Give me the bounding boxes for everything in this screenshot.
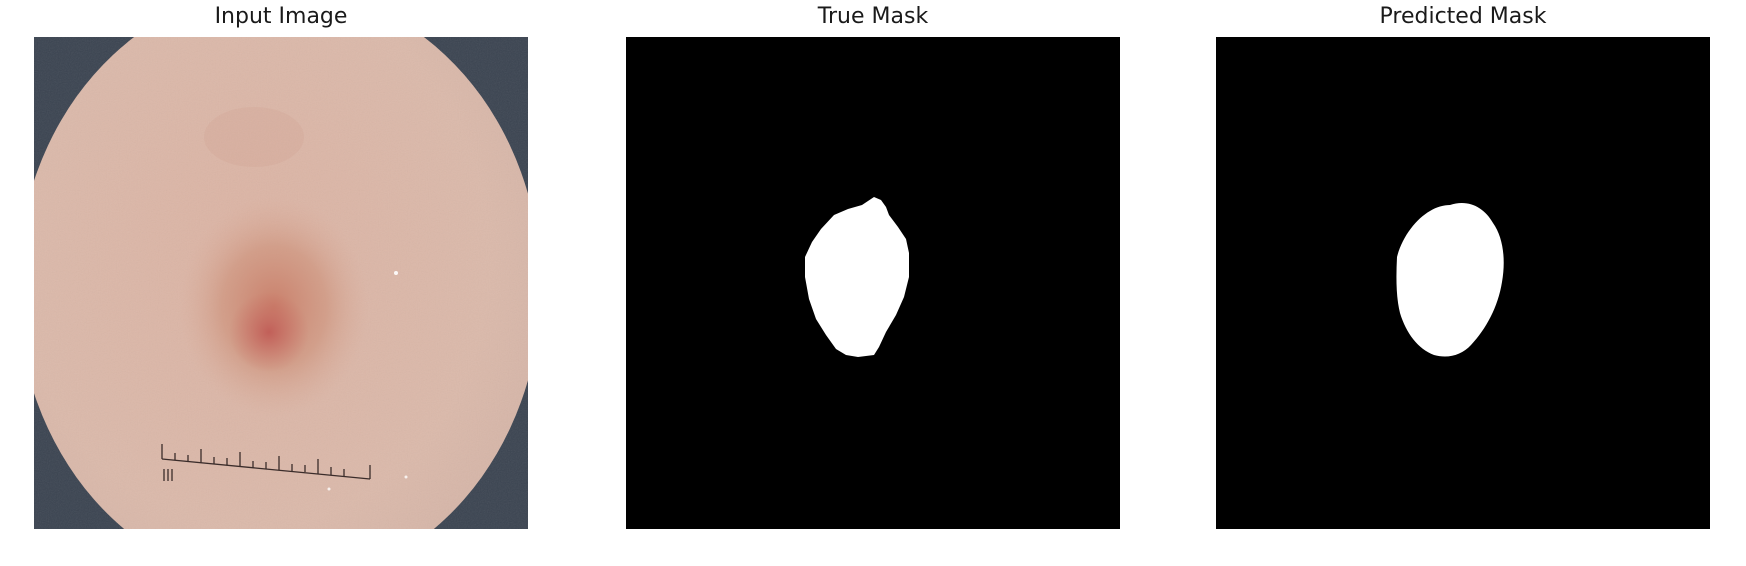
ruler [161, 444, 371, 481]
highlight [394, 271, 398, 275]
highlight [327, 487, 331, 491]
input-image [34, 37, 528, 529]
predicted-mask-region [1396, 203, 1504, 357]
input-image-title: Input Image [214, 4, 348, 29]
true-mask-panel: True Mask [626, 0, 1120, 530]
predicted-mask-panel: Predicted Mask [1216, 0, 1710, 530]
true-mask-region [805, 197, 909, 357]
lesion-red-area [229, 292, 309, 372]
skin-blotch [204, 107, 304, 167]
true-mask-title: True Mask [817, 4, 929, 29]
predicted-mask-title: Predicted Mask [1379, 4, 1547, 29]
true-mask-image [626, 37, 1120, 529]
predicted-mask-image [1216, 37, 1710, 529]
input-image-panel: Input Image [34, 0, 528, 530]
highlight [404, 475, 408, 479]
